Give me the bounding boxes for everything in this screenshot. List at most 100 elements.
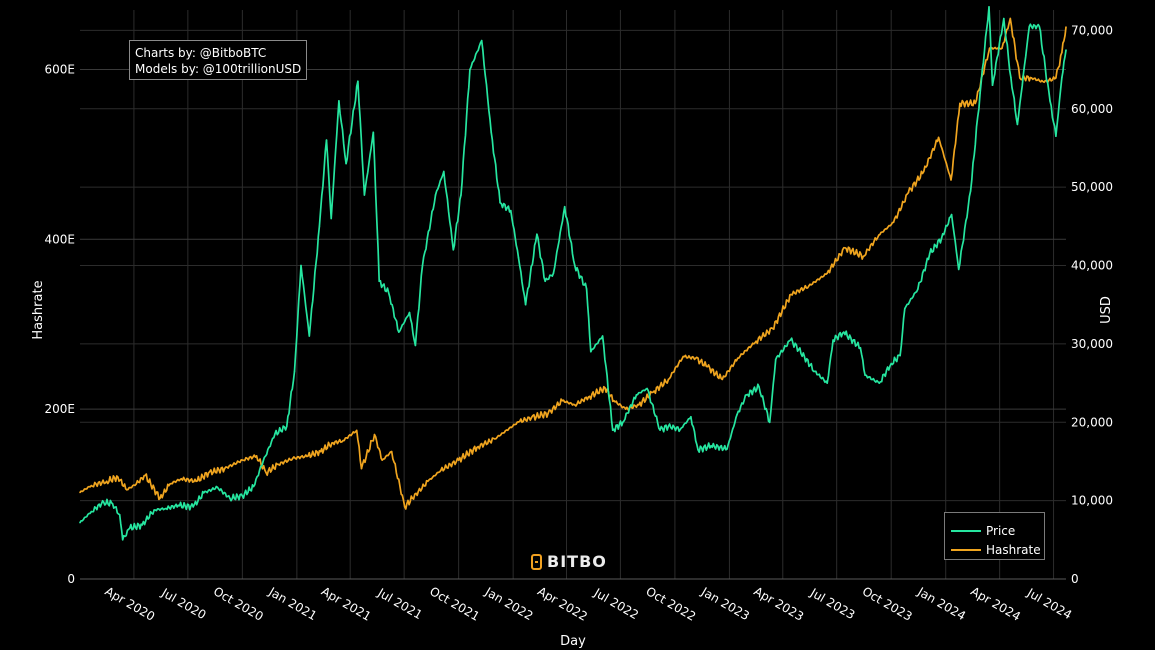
data-point-price bbox=[460, 194, 462, 196]
data-point-hashrate bbox=[144, 474, 146, 477]
x-tick-label: Jul 2023 bbox=[807, 585, 857, 622]
x-axis-ticks: Apr 2020 Jul 2020 Oct 2020 Jan 2021 Apr 2021… bbox=[103, 584, 1075, 624]
x-tick-label: Apr 2024 bbox=[968, 584, 1023, 624]
data-point-price bbox=[398, 331, 400, 333]
credits-charts-by: Charts by: @BitboBTC bbox=[135, 46, 267, 60]
x-tick-label: Jan 2024 bbox=[914, 584, 968, 623]
data-point-hashrate bbox=[974, 102, 977, 105]
x-tick-label: Oct 2023 bbox=[860, 584, 915, 624]
data-point-price bbox=[90, 510, 93, 513]
data-point-hashrate bbox=[682, 355, 684, 358]
data-point-price bbox=[635, 394, 638, 396]
data-point-hashrate bbox=[331, 442, 333, 444]
data-point-hashrate bbox=[360, 467, 363, 470]
data-point-hashrate bbox=[907, 191, 910, 194]
data-point-price bbox=[991, 84, 994, 86]
data-point-hashrate bbox=[517, 421, 520, 423]
data-point-price bbox=[736, 413, 738, 416]
data-point-price bbox=[646, 387, 648, 390]
data-point-price bbox=[111, 503, 114, 505]
data-point-price bbox=[622, 421, 624, 424]
legend[interactable]: Price Hashrate bbox=[944, 512, 1045, 560]
data-point-price bbox=[574, 264, 576, 267]
data-point-price bbox=[192, 506, 194, 508]
data-point-hashrate bbox=[547, 412, 549, 415]
x-tick-label: Apr 2020 bbox=[103, 584, 158, 624]
data-point-price bbox=[864, 374, 866, 377]
y-right-tick-label: 40,000 bbox=[1071, 259, 1113, 273]
data-point-price bbox=[524, 303, 527, 306]
y-right-tick-label: 10,000 bbox=[1071, 494, 1113, 508]
data-point-hashrate bbox=[1001, 47, 1003, 49]
data-point-hashrate bbox=[277, 463, 280, 466]
data-point-price bbox=[679, 428, 682, 431]
legend-label-price: Price bbox=[986, 523, 1016, 538]
data-point-price bbox=[979, 92, 981, 94]
data-point-price bbox=[363, 194, 366, 196]
data-point-price bbox=[789, 339, 792, 341]
data-point-price bbox=[1028, 25, 1031, 28]
data-point-hashrate bbox=[706, 365, 709, 368]
data-point-hashrate bbox=[195, 480, 197, 483]
data-point-price bbox=[330, 217, 333, 220]
data-point-hashrate bbox=[1019, 77, 1021, 79]
data-point-hashrate bbox=[667, 378, 670, 381]
data-point-hashrate bbox=[223, 467, 226, 470]
x-tick-label: Jul 2024 bbox=[1024, 585, 1074, 622]
x-tick-label: Jan 2023 bbox=[698, 584, 752, 623]
data-point-price bbox=[1049, 100, 1051, 102]
data-point-price bbox=[241, 495, 244, 497]
data-point-hashrate bbox=[265, 472, 267, 474]
data-point-price bbox=[590, 350, 592, 353]
x-tick-label: Apr 2022 bbox=[535, 584, 590, 624]
data-point-price bbox=[826, 382, 828, 384]
bitbo-logo-icon bbox=[531, 553, 542, 570]
data-point-hashrate bbox=[790, 293, 792, 296]
data-point-hashrate bbox=[950, 179, 952, 181]
data-point-price bbox=[216, 486, 219, 489]
data-point-hashrate bbox=[381, 459, 384, 461]
series-line-hashrate bbox=[79, 17, 1067, 510]
data-point-hashrate bbox=[105, 480, 108, 483]
data-point-price bbox=[1003, 17, 1005, 20]
data-point-hashrate bbox=[342, 439, 344, 442]
data-point-hashrate bbox=[169, 483, 171, 485]
legend-swatch-hashrate bbox=[951, 548, 981, 551]
data-point-price bbox=[544, 280, 546, 283]
data-point-price bbox=[434, 194, 437, 196]
x-tick-label: Oct 2020 bbox=[211, 584, 266, 624]
data-point-price bbox=[118, 513, 121, 516]
data-point-price bbox=[957, 268, 960, 271]
data-point-price bbox=[318, 225, 321, 228]
data-point-hashrate bbox=[403, 506, 406, 508]
data-point-price bbox=[325, 139, 328, 141]
data-point-hashrate bbox=[721, 378, 724, 381]
data-point-price bbox=[414, 344, 417, 347]
data-point-price bbox=[252, 485, 255, 488]
data-point-price bbox=[774, 358, 777, 361]
data-point-price bbox=[378, 280, 381, 283]
y-left-tick-label: 0 bbox=[67, 572, 75, 586]
data-point-price bbox=[338, 100, 340, 102]
data-point-price bbox=[928, 252, 931, 255]
data-point-price bbox=[274, 433, 276, 435]
data-point-price bbox=[917, 288, 919, 290]
data-point-hashrate bbox=[207, 472, 210, 474]
data-point-hashrate bbox=[494, 438, 496, 440]
data-point-hashrate bbox=[862, 255, 865, 258]
x-tick-label: Jan 2021 bbox=[266, 584, 320, 623]
data-point-price bbox=[726, 448, 728, 450]
legend-item-price[interactable]: Price bbox=[951, 521, 1044, 540]
legend-item-hashrate[interactable]: Hashrate bbox=[951, 540, 1044, 559]
data-point-price bbox=[1065, 49, 1067, 51]
data-point-price bbox=[768, 421, 771, 424]
data-point-price bbox=[969, 190, 972, 192]
data-point-price bbox=[1016, 123, 1019, 126]
data-point-hashrate bbox=[255, 455, 258, 457]
data-point-price bbox=[1061, 76, 1063, 79]
data-point-price bbox=[452, 249, 455, 251]
data-point-price bbox=[102, 501, 105, 504]
data-point-price bbox=[904, 307, 906, 310]
data-point-hashrate bbox=[1030, 77, 1033, 79]
data-point-price bbox=[490, 131, 493, 134]
